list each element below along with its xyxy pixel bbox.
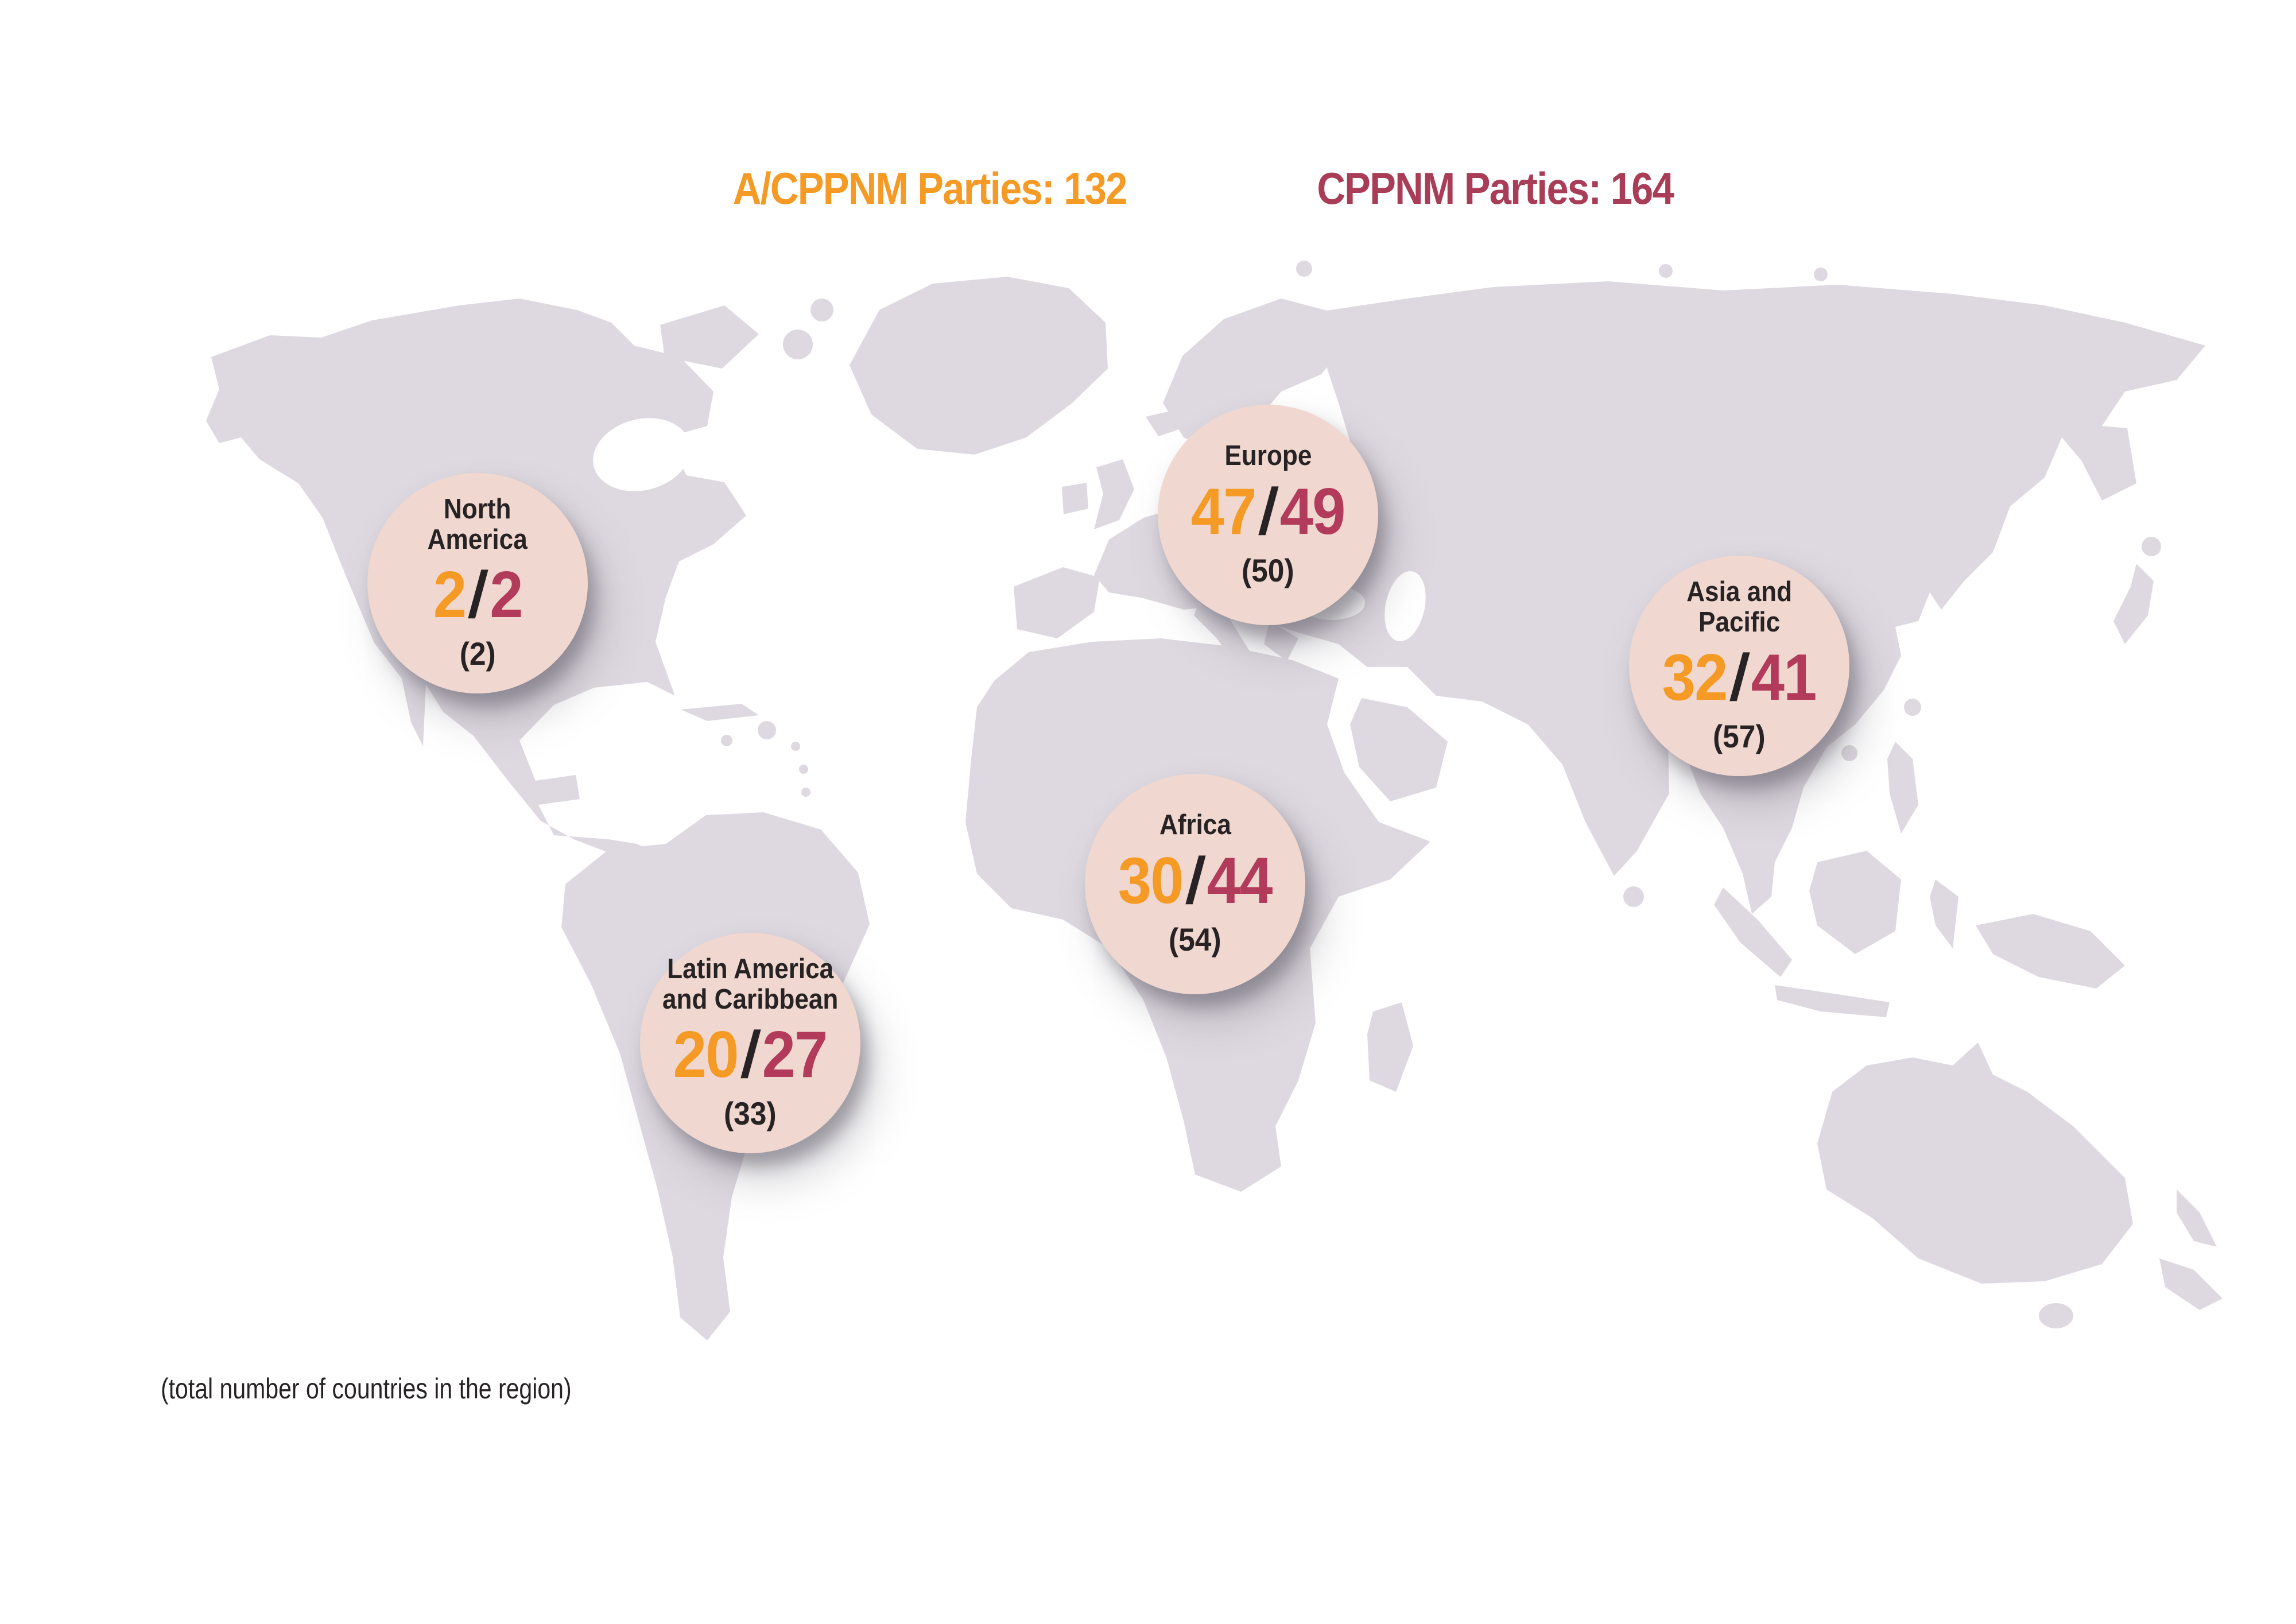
ratio-separator: / — [1256, 475, 1279, 548]
arctic-island-small — [1814, 268, 1828, 281]
cppnm-count: 44 — [1207, 844, 1273, 917]
region-total-countries: (54) — [1169, 921, 1221, 958]
madagascar-landmass — [1367, 1002, 1413, 1092]
acppnm-count: 2 — [433, 558, 466, 631]
cppnm-count: 41 — [1751, 641, 1817, 714]
new-zealand-south-island — [2159, 1258, 2223, 1310]
antilles-island — [791, 742, 800, 751]
cuba-island — [681, 704, 759, 721]
hainan-island — [1841, 745, 1857, 761]
caspian-sea — [1384, 571, 1426, 642]
ratio-separator: / — [1728, 641, 1751, 714]
acppnm-parties-title-text: A/CPPNM Parties: 132 — [733, 163, 1128, 214]
borneo-island — [1809, 851, 1901, 954]
arctic-islands — [660, 305, 759, 369]
region-bubble-latin-america-and-caribbean: Latin America and Caribbean 20/27 (33) — [640, 933, 860, 1153]
region-ratio: 2/2 — [433, 558, 523, 631]
cppnm-parties-title: CPPNM Parties: 164 — [1208, 165, 1782, 212]
region-ratio: 32/41 — [1662, 641, 1817, 714]
arabia-landmass — [1350, 698, 1448, 801]
region-total-countries: (33) — [724, 1095, 777, 1131]
united-kingdom-landmass — [1094, 459, 1134, 529]
region-ratio: 20/27 — [673, 1018, 828, 1091]
region-name-line: North — [444, 494, 511, 525]
footnote-text: (total number of countries in the region… — [161, 1373, 572, 1405]
ratio-separator: / — [739, 1018, 762, 1091]
acppnm-count: 32 — [1662, 641, 1728, 714]
japan-landmass — [2113, 564, 2154, 644]
region-name: Asia and Pacific — [1686, 577, 1792, 637]
taiwan-island — [1904, 699, 1921, 716]
region-name: Africa — [1159, 810, 1231, 840]
acppnm-parties-title: A/CPPNM Parties: 132 — [643, 165, 1217, 212]
arctic-island-small — [1659, 264, 1673, 278]
iberia-landmass — [1014, 567, 1100, 638]
region-name-line: Europe — [1224, 440, 1312, 472]
acppnm-count: 47 — [1190, 475, 1257, 548]
antilles-island — [799, 765, 808, 774]
region-name-line: Africa — [1159, 809, 1231, 841]
region-name: North America — [428, 494, 528, 555]
acppnm-count: 20 — [673, 1018, 739, 1091]
footnote: (total number of countries in the region… — [161, 1372, 662, 1405]
region-bubble-europe: Europe 47/49 (50) — [1158, 405, 1378, 625]
australia-landmass — [1817, 1042, 2133, 1284]
java-island — [1775, 985, 1890, 1017]
region-name: Latin America and Caribbean — [662, 954, 838, 1014]
arctic-island-small — [783, 330, 813, 359]
tasmania-island — [2039, 1303, 2073, 1328]
sumatra-island — [1714, 887, 1792, 977]
cppnm-parties-title-text: CPPNM Parties: 164 — [1317, 163, 1674, 214]
region-name-line: Latin America — [666, 954, 833, 985]
region-total-countries: (2) — [459, 635, 496, 672]
region-ratio: 47/49 — [1191, 475, 1346, 548]
arctic-island-small — [810, 299, 833, 321]
ratio-separator: / — [1184, 844, 1207, 917]
region-total-countries: (50) — [1242, 552, 1294, 588]
region-total-countries: (57) — [1713, 718, 1766, 754]
balkans-landmass — [1264, 621, 1298, 661]
jamaica-island — [721, 735, 732, 746]
svalbard-island — [1296, 261, 1312, 277]
antilles-island — [801, 788, 810, 797]
new-guinea-island — [1976, 914, 2125, 989]
hokkaido-island — [2142, 537, 2161, 556]
region-name-line: America — [427, 524, 528, 555]
region-name: Europe — [1224, 441, 1312, 471]
new-zealand-north-island — [2177, 1189, 2217, 1247]
hispaniola-island — [758, 721, 776, 739]
region-bubble-asia-and-pacific: Asia and Pacific 32/41 (57) — [1629, 556, 1849, 776]
region-bubble-africa: Africa 30/44 (54) — [1085, 774, 1305, 994]
cppnm-count: 2 — [490, 558, 523, 631]
region-bubble-north-america: North America 2/2 (2) — [367, 473, 588, 693]
cppnm-count: 27 — [762, 1018, 828, 1091]
region-ratio: 30/44 — [1118, 844, 1273, 917]
greenland-landmass — [850, 277, 1108, 455]
cppnm-count: 49 — [1280, 475, 1346, 548]
philippines-islands — [1887, 742, 1918, 834]
hudson-bay — [593, 418, 691, 491]
region-name-line: Asia and — [1686, 576, 1792, 608]
acppnm-count: 30 — [1118, 844, 1184, 917]
ireland-landmass — [1062, 483, 1088, 514]
scandinavia-landmass — [1163, 299, 1344, 454]
ratio-separator: / — [466, 558, 489, 631]
sulawesi-island — [1930, 879, 1958, 948]
region-name-line: and Caribbean — [662, 983, 839, 1015]
region-name-line: Pacific — [1698, 606, 1781, 638]
sri-lanka-island — [1623, 886, 1644, 907]
